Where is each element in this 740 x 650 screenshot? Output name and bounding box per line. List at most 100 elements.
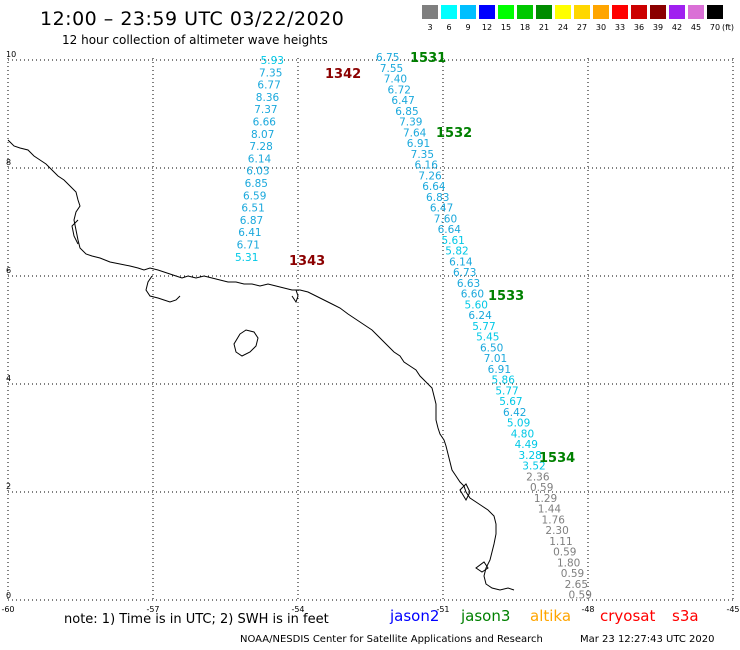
altimeter-track-a: 5.937.356.778.367.376.668.077.286.146.03… [235, 55, 284, 264]
legend-unit: (ft) [721, 23, 735, 32]
legend-swatch [536, 5, 552, 19]
y-tick-label: 6 [6, 266, 11, 275]
pass-labels: 1531 1342 1532 1343 1533 1534 [289, 51, 575, 466]
coastline-delta [459, 483, 471, 502]
wave-height-value: 5.77 [495, 385, 518, 397]
wave-height-value: 6.66 [253, 117, 277, 129]
wave-height-value: 5.77 [472, 321, 495, 333]
wave-height-value: 5.31 [235, 252, 258, 264]
legend-label: 9 [465, 23, 471, 32]
wave-height-value: 5.09 [507, 418, 530, 430]
legend-label: 24 [557, 23, 569, 32]
pass-number-label: 1343 [289, 254, 325, 269]
axis-tick-labels: -60 -57 -54 -51 -48 -45 0 2 4 6 8 10 [1, 50, 739, 614]
y-tick-label: 8 [6, 158, 11, 167]
legend-swatch [650, 5, 666, 19]
wave-height-value: 6.64 [422, 181, 446, 193]
satellite-name-jason2: jason2 [390, 607, 440, 625]
wave-height-value: 0.59 [553, 547, 576, 559]
legend-swatch [669, 5, 685, 19]
wave-height-value: 2.36 [526, 471, 550, 483]
wave-height-value: 3.52 [522, 461, 545, 473]
legend-swatch [517, 5, 533, 19]
wave-height-value: 1.29 [534, 493, 557, 505]
altimeter-track-b: 6.757.557.406.726.476.857.397.646.917.35… [376, 52, 592, 602]
x-tick-label: -45 [726, 605, 739, 614]
wave-height-value: 6.59 [243, 190, 266, 202]
coastline-point [475, 561, 489, 573]
map-subtitle: 12 hour collection of altimeter wave hei… [62, 33, 328, 47]
wave-height-value: 5.45 [476, 332, 499, 344]
wave-height-value: 7.60 [434, 213, 457, 225]
wave-height-value: 6.63 [457, 278, 480, 290]
legend-swatch [498, 5, 514, 19]
wave-height-value: 8.07 [251, 129, 274, 141]
wave-height-value: 6.83 [426, 192, 449, 204]
pass-number-label: 1531 [410, 51, 446, 66]
wave-height-value: 0.59 [530, 482, 553, 494]
pass-number-label: 1342 [325, 67, 361, 82]
units-note: note: 1) Time is in UTC; 2) SWH is in fe… [64, 612, 329, 627]
y-tick-label: 2 [6, 482, 11, 491]
legend-label: 3 [427, 23, 433, 32]
wave-height-value: 6.71 [237, 240, 260, 252]
legend-swatch [593, 5, 609, 19]
wave-height-value: 0.59 [561, 568, 584, 580]
coastline [7, 139, 515, 591]
wave-height-value: 6.51 [241, 203, 264, 215]
wave-height-value: 1.76 [542, 514, 566, 526]
generated-timestamp: Mar 23 12:27:43 UTC 2020 [580, 634, 715, 645]
legend-label: 21 [538, 23, 550, 32]
legend-swatch [555, 5, 571, 19]
wave-height-value: 6.85 [395, 106, 418, 118]
y-tick-label: 4 [6, 374, 11, 383]
wave-height-value: 3.28 [518, 450, 541, 462]
x-tick-label: -57 [146, 605, 159, 614]
wave-height-value: 0.59 [569, 590, 592, 602]
wave-height-value: 5.93 [261, 55, 284, 67]
wave-height-value: 7.01 [484, 353, 507, 365]
pass-number-label: 1532 [436, 126, 472, 141]
wave-height-value: 5.60 [465, 299, 488, 311]
legend-label: 42 [671, 23, 683, 32]
legend-swatch [479, 5, 495, 19]
wave-height-value: 2.30 [545, 525, 568, 537]
y-tick-label: 0 [6, 591, 11, 600]
wave-height-value: 5.82 [445, 246, 468, 258]
wave-height-value: 6.47 [430, 203, 453, 215]
wave-height-value: 2.65 [565, 579, 588, 591]
wave-height-value: 4.49 [515, 439, 538, 451]
wave-height-value: 7.40 [384, 74, 407, 86]
legend-label: 12 [481, 23, 493, 32]
satellite-name-s3a: s3a [672, 607, 699, 625]
legend-label: 30 [595, 23, 607, 32]
map-title: 12:00 – 23:59 UTC 03/22/2020 [40, 8, 345, 30]
wave-height-value: 6.91 [488, 364, 511, 376]
wave-height-value: 1.80 [557, 557, 580, 569]
legend-swatch [688, 5, 704, 19]
legend-label: 70 [709, 23, 721, 32]
legend-label: 39 [652, 23, 664, 32]
wave-height-value: 6.60 [461, 289, 484, 301]
wave-height-value: 5.67 [499, 396, 522, 408]
coastline-river [71, 219, 79, 245]
legend-label: 15 [500, 23, 512, 32]
legend-swatch [460, 5, 476, 19]
wave-height-value: 6.47 [391, 95, 414, 107]
legend-label: 36 [633, 23, 645, 32]
wave-height-value: 6.42 [503, 407, 526, 419]
wave-height-value: 6.14 [248, 153, 272, 165]
legend-label: 27 [576, 23, 588, 32]
x-tick-label: -48 [581, 605, 594, 614]
wave-height-value: 6.85 [245, 178, 268, 190]
coastline-island [233, 329, 259, 357]
pass-number-label: 1534 [539, 451, 575, 466]
wave-height-value: 6.87 [240, 215, 263, 227]
x-tick-label: -60 [1, 605, 14, 614]
y-tick-label: 10 [6, 50, 16, 59]
legend-label: 33 [614, 23, 626, 32]
wave-height-value: 7.39 [399, 117, 422, 129]
wave-height-value: 6.14 [449, 256, 473, 268]
wave-height-value: 5.61 [441, 235, 464, 247]
